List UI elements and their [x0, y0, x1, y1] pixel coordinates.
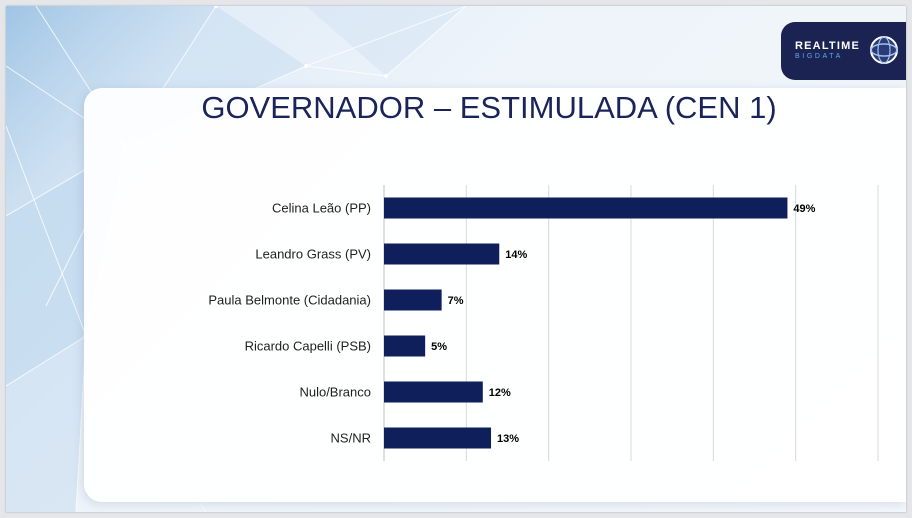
data-label: 5% — [431, 341, 447, 353]
chart-bars — [384, 197, 788, 449]
data-label: 49% — [793, 203, 815, 215]
realtime-bigdata-logo: REALTIME BIGDATA — [781, 22, 906, 80]
category-label: NS/NR — [331, 431, 371, 446]
category-label: Leandro Grass (PV) — [255, 247, 371, 262]
content-panel — [84, 88, 906, 502]
bar — [384, 381, 483, 403]
bar — [384, 289, 442, 311]
data-label: 14% — [505, 249, 527, 261]
category-label: Ricardo Capelli (PSB) — [245, 339, 371, 354]
category-label: Nulo/Branco — [299, 385, 371, 400]
logo-text-bigdata: BIGDATA — [795, 53, 843, 60]
chart-labels: Celina Leão (PP) 49% Leandro Grass (PV) 14%… — [208, 201, 815, 446]
slide-title: GOVERNADOR – ESTIMULADA (CEN 1) — [201, 90, 777, 125]
category-label: Paula Belmonte (Cidadania) — [208, 293, 371, 308]
slide: REALTIME BIGDATA — [6, 6, 906, 512]
data-label: 12% — [489, 387, 511, 399]
bar — [384, 243, 500, 265]
chart-gridlines — [383, 185, 879, 461]
data-label: 13% — [497, 433, 519, 445]
logo-text-realtime: REALTIME — [795, 40, 861, 52]
data-label: 7% — [448, 295, 464, 307]
bar — [384, 335, 426, 357]
bar — [384, 197, 788, 219]
globe-icon — [870, 36, 898, 64]
bar — [384, 427, 492, 449]
category-label: Celina Leão (PP) — [272, 201, 371, 216]
